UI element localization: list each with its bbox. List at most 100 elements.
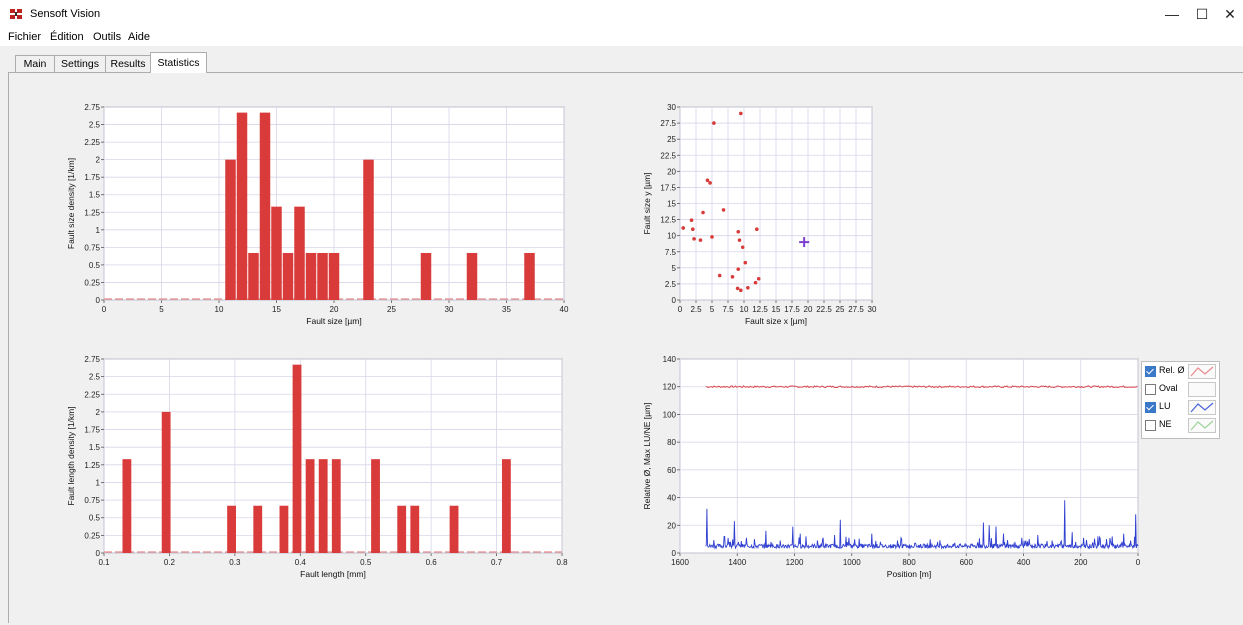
- y-tick-label: 10: [667, 232, 676, 241]
- menu-bar: Fichier Édition Outils Aide: [0, 28, 1243, 46]
- legend-row-lu[interactable]: LU: [1144, 400, 1218, 416]
- y-tick-label: 0: [672, 549, 677, 558]
- ne-checkbox[interactable]: [1145, 420, 1156, 431]
- y-tick-label: 100: [663, 410, 677, 419]
- scatter-point: [705, 178, 710, 183]
- bar: [318, 459, 328, 553]
- legend-row-ne[interactable]: NE: [1144, 418, 1218, 434]
- bar: [227, 505, 236, 553]
- close-button[interactable]: ✕: [1224, 6, 1236, 22]
- scatter-point: [756, 276, 761, 281]
- tab-settings[interactable]: Settings: [54, 55, 106, 73]
- x-tick-label: 10: [740, 305, 749, 314]
- x-tick-label: 600: [960, 558, 974, 567]
- y-tick-label: 0.25: [84, 531, 100, 540]
- y-tick-label: 120: [663, 383, 677, 392]
- minimize-button[interactable]: —: [1165, 6, 1179, 22]
- bar: [305, 459, 315, 553]
- maximize-button[interactable]: ☐: [1195, 6, 1209, 22]
- y-tick-label: 1.5: [89, 191, 101, 200]
- bar: [248, 252, 259, 300]
- scatter-point: [708, 181, 712, 185]
- bar: [331, 459, 341, 553]
- y-tick-label: 17.5: [660, 183, 676, 192]
- bar: [225, 159, 236, 300]
- lu-max-series: [705, 500, 1139, 550]
- scatter-point: [681, 226, 685, 230]
- scatter-point: [740, 245, 745, 250]
- x-tick-label: 12.5: [752, 305, 768, 314]
- scatter-point: [736, 230, 741, 234]
- ne-swatch-icon: [1188, 418, 1216, 433]
- x-axis-label: Position [m]: [887, 569, 931, 579]
- y-tick-label: 12.5: [660, 216, 676, 225]
- bar: [410, 505, 420, 553]
- rel-checkbox[interactable]: [1145, 366, 1156, 377]
- menu-aide[interactable]: Aide: [128, 31, 151, 43]
- y-axis-label: Fault size density [1/km]: [66, 158, 76, 249]
- scatter-point: [701, 210, 705, 215]
- x-tick-label: 10: [215, 305, 224, 314]
- bar: [292, 364, 302, 553]
- scatter-point: [721, 208, 726, 212]
- plot-legend: Rel. Ø Oval LU NE: [1141, 361, 1220, 439]
- lu-checkbox[interactable]: [1145, 402, 1156, 413]
- y-tick-label: 2.25: [84, 390, 100, 399]
- scatter-point: [691, 227, 695, 232]
- y-tick-label: 60: [667, 466, 676, 475]
- tab-results[interactable]: Results: [105, 55, 151, 73]
- legend-label-ne: NE: [1159, 419, 1172, 429]
- legend-label-lu: LU: [1159, 401, 1171, 411]
- bar: [294, 206, 305, 300]
- bar: [501, 459, 511, 553]
- x-tick-label: 2.5: [690, 305, 702, 314]
- x-axis-label: Fault size x [µm]: [745, 316, 807, 326]
- y-tick-label: 2.75: [84, 355, 100, 364]
- scatter-point: [717, 273, 722, 278]
- bar: [161, 411, 171, 553]
- menu-outils[interactable]: Outils: [93, 31, 122, 43]
- x-tick-label: 200: [1074, 558, 1088, 567]
- scatter-point: [735, 286, 740, 291]
- legend-row-rel[interactable]: Rel. Ø: [1144, 364, 1218, 380]
- y-tick-label: 1.75: [84, 173, 100, 182]
- bar: [420, 252, 432, 300]
- bar: [371, 459, 380, 553]
- y-tick-label: 2: [96, 408, 101, 417]
- oval-checkbox[interactable]: [1145, 384, 1156, 395]
- x-tick-label: 0.5: [360, 558, 372, 567]
- x-tick-label: 1000: [843, 558, 861, 567]
- y-tick-label: 1.5: [89, 443, 101, 452]
- x-tick-label: 20: [330, 305, 339, 314]
- x-tick-label: 0.7: [491, 558, 503, 567]
- x-tick-label: 27.5: [848, 305, 864, 314]
- y-axis-label: Fault length density [1/km]: [66, 406, 76, 505]
- bar: [524, 252, 535, 300]
- y-tick-label: 0.5: [89, 514, 101, 523]
- x-tick-label: 0.1: [98, 558, 110, 567]
- x-tick-label: 15: [772, 305, 781, 314]
- y-tick-label: 1.25: [84, 461, 100, 470]
- scatter-point: [692, 237, 696, 241]
- tab-main[interactable]: Main: [15, 55, 55, 73]
- tab-statistics[interactable]: Statistics: [150, 52, 207, 73]
- rel-diameter-series: [705, 385, 1138, 389]
- x-tick-label: 0.3: [229, 558, 241, 567]
- x-tick-label: 5: [159, 305, 164, 314]
- bar: [317, 252, 328, 300]
- menu-edition[interactable]: Édition: [50, 31, 84, 43]
- y-tick-label: 1: [96, 226, 101, 235]
- scatter-point: [736, 267, 741, 271]
- scatter-point: [689, 218, 694, 223]
- bar: [236, 112, 248, 300]
- y-tick-label: 40: [667, 494, 676, 503]
- x-tick-label: 1200: [786, 558, 804, 567]
- y-tick-label: 0: [96, 549, 101, 558]
- bar: [279, 505, 289, 553]
- menu-fichier[interactable]: Fichier: [8, 31, 42, 43]
- bar: [363, 159, 374, 300]
- scatter-point: [737, 238, 742, 242]
- legend-row-oval[interactable]: Oval: [1144, 382, 1218, 398]
- scatter-point: [730, 275, 735, 279]
- y-axis-label: Relative Ø, Max LU/NE [µm]: [642, 403, 652, 510]
